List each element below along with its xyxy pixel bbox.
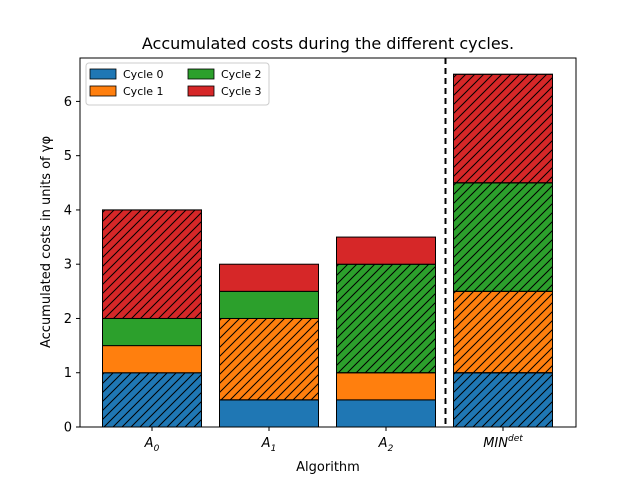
bar-cycle-2-cat-0 <box>102 317 202 347</box>
x-axis: A0 A1 A2 MINdet <box>144 427 523 454</box>
bar-cycle-0-cat-0-hatch <box>102 372 202 428</box>
bar-cycle-0-cat-1 <box>219 399 319 428</box>
x-tick-label-2: A2 <box>378 436 394 454</box>
bars-group <box>102 73 553 428</box>
y-tick-label-1: 1 <box>64 366 72 381</box>
bar-cycle-1-cat-0 <box>102 345 202 374</box>
bar-cycle-2-cat-2-hatch <box>336 263 436 374</box>
legend: Cycle 0 Cycle 1 Cycle 2 Cycle 3 <box>85 62 270 106</box>
bar-cycle-3-cat-2 <box>336 236 436 265</box>
y-tick-label-6: 6 <box>64 95 72 110</box>
plot-frame <box>79 57 577 428</box>
legend-swatch-cycle-2 <box>187 68 215 80</box>
legend-label-cycle-1: Cycle 1 <box>123 85 164 98</box>
y-tick-label-5: 5 <box>64 149 72 164</box>
bar-cycle-2-cat-3-hatch <box>453 182 553 292</box>
chart-title: Accumulated costs during the different c… <box>142 34 514 53</box>
bar-cycle-2-cat-1 <box>219 290 319 319</box>
legend-frame <box>85 62 270 106</box>
legend-label-cycle-3: Cycle 3 <box>221 85 262 98</box>
bar-cycle-1-cat-1-hatch <box>219 317 319 401</box>
bar-cycle-0-cat-2 <box>336 399 436 428</box>
legend-swatch-cycle-3 <box>187 85 215 97</box>
bar-cycle-1-cat-3-hatch <box>453 290 553 374</box>
y-tick-label-0: 0 <box>64 421 72 436</box>
bar-cycle-0-cat-3-hatch <box>453 372 553 428</box>
x-tick-label-0: A0 <box>144 436 160 454</box>
legend-swatch-cycle-1 <box>89 85 117 97</box>
y-axis: 0 1 2 3 4 5 6 <box>64 95 80 436</box>
legend-label-cycle-2: Cycle 2 <box>221 68 262 81</box>
y-tick-label-4: 4 <box>64 203 72 218</box>
y-tick-label-3: 3 <box>64 258 72 273</box>
bar-cycle-3-cat-3-hatch <box>453 73 553 184</box>
bar-cycle-1-cat-2 <box>336 372 436 401</box>
legend-label-cycle-0: Cycle 0 <box>123 68 164 81</box>
bar-cycle-3-cat-0-hatch <box>102 209 202 319</box>
x-tick-label-3: MINdet <box>483 434 523 451</box>
bar-cycle-3-cat-1 <box>219 263 319 292</box>
x-tick-label-1: A1 <box>261 436 277 454</box>
y-tick-label-2: 2 <box>64 312 72 327</box>
x-axis-title: Algorithm <box>296 460 360 475</box>
y-axis-title: Accumulated costs in units of γφ <box>39 136 54 348</box>
legend-swatch-cycle-0 <box>89 68 117 80</box>
